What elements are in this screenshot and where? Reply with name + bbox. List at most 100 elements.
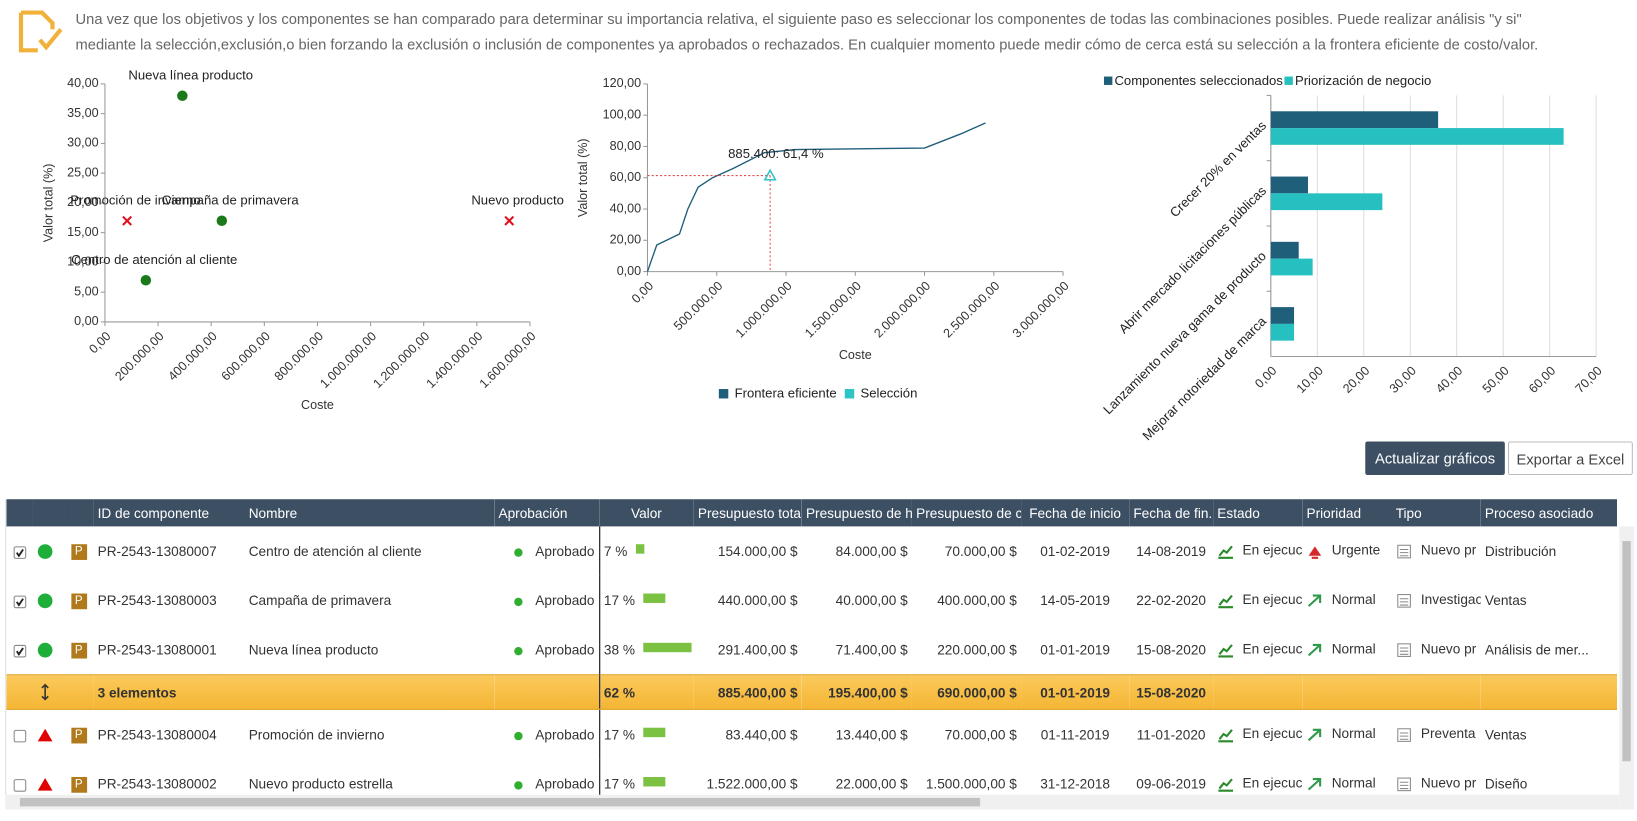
x-tick-label: 2.000.000,00 — [871, 279, 933, 341]
cell-status: En ejecuc — [1213, 709, 1302, 759]
cell-name: Nueva línea producto — [245, 625, 495, 675]
column-header[interactable]: Fecha de inicio — [1021, 499, 1129, 526]
state-cell — [33, 526, 64, 575]
x-tick-label: 2.500.000,00 — [941, 279, 1003, 341]
value-text: 17 % — [604, 592, 635, 608]
column-header[interactable]: Presupuesto de c... — [912, 499, 1021, 526]
y-tick-label: 40,00 — [610, 201, 641, 215]
checkbox[interactable] — [13, 595, 26, 608]
cell-total: 83.440,00 $ — [694, 709, 802, 759]
checkbox[interactable] — [13, 546, 26, 559]
x-tick-label: 40,00 — [1433, 364, 1465, 396]
cell-status: En ejecuc — [1213, 576, 1302, 625]
cell-text: 440.000,00 $ — [718, 592, 798, 608]
y-tick-label: 30,00 — [67, 136, 98, 150]
point-label: Centro de atención al cliente — [71, 252, 237, 267]
legend-swatch — [1284, 77, 1292, 85]
scroll-thumb[interactable] — [1622, 541, 1630, 761]
x-tick-label: 1.500.000,00 — [802, 279, 864, 341]
badge-cell: P — [64, 625, 93, 675]
table-row[interactable]: PPR-2543-13080004Promoción de inviernoAp… — [6, 709, 1617, 759]
table-row[interactable]: P PR-2543-13080007 Centro de atención al c… — [6, 526, 1617, 575]
cell-end: 15-08-2020 — [1129, 625, 1213, 675]
priority-icon — [1307, 776, 1324, 793]
cell-name: Campaña de primavera — [245, 576, 495, 625]
update-charts-button[interactable]: Actualizar gráficos — [1365, 441, 1505, 475]
badge: P — [71, 544, 87, 560]
checkbox[interactable] — [13, 729, 26, 742]
select-cell — [6, 625, 32, 675]
column-header[interactable]: Aprobación — [494, 499, 599, 526]
badge: P — [71, 777, 87, 793]
approval-text: Aprobado — [535, 727, 594, 743]
summary-label: 3 elementos — [93, 675, 244, 710]
approval-dot — [514, 647, 522, 655]
scroll-thumb[interactable] — [20, 798, 980, 806]
cell-text: 22.000,00 $ — [836, 776, 908, 792]
cell-text: 14-08-2019 — [1136, 543, 1206, 559]
cell-status: En ejecuc — [1213, 526, 1302, 575]
column-header[interactable]: Estado — [1213, 499, 1302, 526]
summary-row: 3 elementos62 %885.400,00 $195.400,00 $6… — [6, 675, 1617, 710]
cell-approval: Aprobado — [494, 625, 599, 675]
cell-value-label: 7 % — [599, 526, 693, 575]
approval-text: Aprobado — [535, 776, 594, 792]
cell-approval: Aprobado — [494, 526, 599, 575]
export-excel-button[interactable]: Exportar a Excel — [1508, 441, 1633, 475]
column-header[interactable]: Presupuesto total — [694, 499, 802, 526]
cell-text: 15-08-2020 — [1136, 642, 1206, 658]
value-bar — [643, 777, 664, 786]
approval-dot — [514, 597, 522, 605]
cell-text: En ejecuc — [1242, 726, 1302, 742]
column-header[interactable]: Nombre — [245, 499, 495, 526]
table-row[interactable]: PPR-2543-13080001Nueva línea productoApr… — [6, 625, 1617, 675]
legend-swatch — [845, 389, 854, 398]
cell-text: 1.500.000,00 $ — [926, 776, 1017, 792]
column-header[interactable]: Proceso asociado — [1481, 499, 1617, 526]
checkbox[interactable] — [13, 644, 26, 657]
column-header[interactable]: Prioridad — [1302, 499, 1391, 526]
cell-text: En ejecuc — [1242, 592, 1302, 608]
cell-name: Promoción de invierno — [245, 709, 495, 759]
column-header[interactable]: Valor — [599, 499, 693, 526]
value-text: 17 % — [604, 727, 635, 743]
approval-dot — [514, 781, 522, 789]
charts: 0,005,0010,0015,0020,0025,0030,0035,0040… — [0, 0, 1637, 493]
cell-value-label: 17 % — [599, 709, 693, 759]
cell-start: 01-01-2019 — [1021, 625, 1129, 675]
cell-text: Nuevo producto estrella — [249, 776, 393, 792]
summary-cell — [1302, 675, 1391, 710]
legend-swatch — [719, 389, 728, 398]
cell-status: En ejecuc — [1213, 759, 1302, 795]
cell-text: Nuevo pr — [1421, 641, 1476, 657]
cell-text: Centro de atención al cliente — [249, 543, 422, 559]
x-tick-label: 400.000,00 — [165, 329, 219, 383]
column-header[interactable]: Fecha de fin... — [1129, 499, 1213, 526]
cell-process: Análisis de mer... — [1481, 625, 1617, 675]
horizontal-scrollbar[interactable] — [5, 795, 1619, 810]
status-icon — [1217, 776, 1234, 793]
bar — [1271, 324, 1294, 341]
cell-value-label: 38 % — [599, 625, 693, 675]
column-header[interactable]: ID de componente — [93, 499, 244, 526]
cell-approval: Aprobado — [494, 759, 599, 795]
point-label: Nuevo producto — [471, 192, 564, 207]
x-axis-label: Coste — [301, 398, 334, 412]
components-grid: ID de componenteNombreAprobaciónValorPre… — [5, 499, 1620, 795]
vertical-scrollbar[interactable] — [1619, 526, 1634, 809]
summary-budget-h: 195.400,00 $ — [802, 675, 912, 710]
cell-text: Análisis de mer... — [1485, 642, 1589, 658]
column-header[interactable]: Tipo — [1392, 499, 1481, 526]
cell-text: 70.000,00 $ — [945, 727, 1017, 743]
column-header[interactable]: Presupuesto de h... — [802, 499, 912, 526]
cell-id: PR-2543-13080007 — [93, 526, 244, 575]
summary-value: 62 % — [599, 675, 693, 710]
value-bar — [643, 728, 664, 737]
cell-status: En ejecuc — [1213, 625, 1302, 675]
table-row[interactable]: PPR-2543-13080003Campaña de primaveraApr… — [6, 576, 1617, 625]
checkbox[interactable] — [13, 779, 26, 792]
approval-text: Aprobado — [535, 592, 594, 608]
cell-text: Nueva línea producto — [249, 642, 379, 658]
summary-cell — [494, 675, 599, 710]
table-row[interactable]: PPR-2543-13080002Nuevo producto estrella… — [6, 759, 1617, 795]
